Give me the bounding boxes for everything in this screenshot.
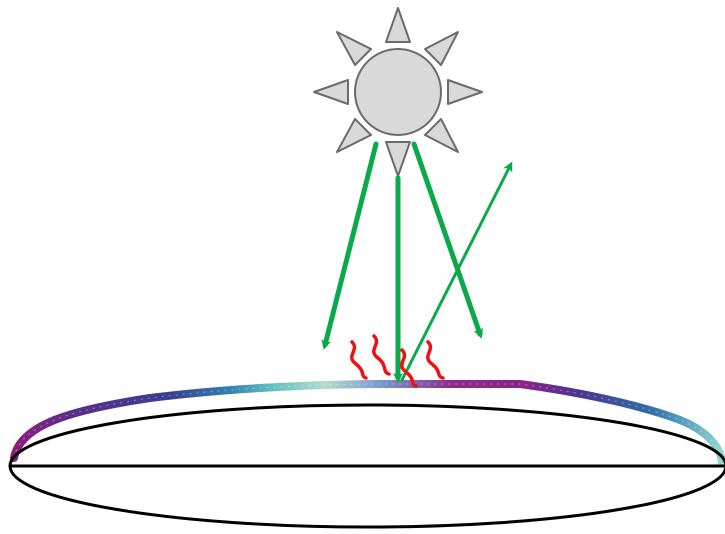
sun-ray-bottom-right [424,118,459,153]
sun-ray-top-left [336,31,372,66]
reflected-radiation-arrow [400,161,513,382]
heat-wave-icon [400,348,418,388]
heat-wave-icon [372,334,391,376]
sun-ray-right [447,79,483,105]
sun-disc [354,48,442,136]
sun-icon [313,7,483,177]
sun-ray-bottom-left [336,118,372,153]
atmosphere-layer [10,380,725,466]
heat-waves [350,334,445,388]
planet-surface [8,403,725,529]
arrow-icon [411,141,484,339]
heat-wave-icon [426,340,445,380]
sun-ray-top-right [424,31,459,66]
sun-ray-top [385,7,411,43]
arrow-icon [321,141,379,350]
incoming-radiation-arrows [321,141,484,383]
sun-ray-left [313,79,349,105]
arrow-icon [400,161,513,382]
heat-wave-icon [350,340,368,380]
sun-ray-bottom [385,141,411,177]
